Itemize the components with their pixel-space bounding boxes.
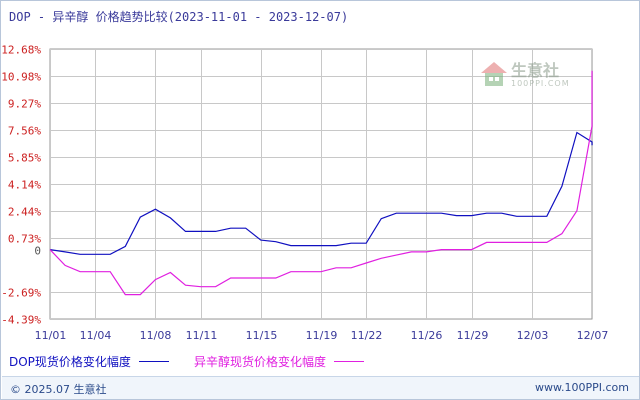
y-tick-label: 2.44% (8, 206, 41, 219)
legend-item-dop: DOP现货价格变化幅度 (9, 353, 169, 370)
watermark: 生意社 100PPI.COM (479, 57, 579, 97)
y-tick-label: 12.68% (1, 44, 41, 57)
chart-title: DOP - 异辛醇 价格趋势比较(2023-11-01 - 2023-12-07… (9, 10, 349, 24)
footer: © 2025.07 生意社 www.100PPI.com (2, 376, 639, 399)
y-tick-label: 10.98% (1, 71, 41, 84)
x-tick-label: 11/26 (411, 329, 443, 342)
y-tick-label: -2.69% (1, 287, 41, 300)
x-tick-label: 11/01 (35, 329, 67, 342)
x-tick-label: 12/03 (517, 329, 549, 342)
copyright-text: © 2025.07 生意社 (10, 383, 107, 396)
legend-label-dop: DOP现货价格变化幅度 (9, 355, 131, 369)
x-tick-label: 11/22 (351, 329, 383, 342)
x-tick-label: 11/29 (457, 329, 489, 342)
y-tick-label: 9.27% (8, 98, 41, 111)
x-tick-label: 12/07 (577, 329, 609, 342)
y-tick-label: -4.39% (1, 314, 41, 327)
y-tick-label: 5.85% (8, 152, 41, 165)
legend-line-octanol (334, 361, 365, 362)
house-logo-icon (481, 62, 507, 86)
site-link[interactable]: www.100PPI.com (535, 381, 629, 394)
series-line-dop (49, 131, 593, 255)
x-tick-label: 11/11 (186, 329, 218, 342)
y-tick-label: 0.73% (8, 233, 41, 246)
x-tick-label: 11/15 (246, 329, 278, 342)
x-tick-label: 11/04 (80, 329, 112, 342)
legend-label-octanol: 异辛醇现货价格变化幅度 (194, 355, 327, 369)
y-tick-label: 7.56% (8, 125, 41, 138)
series-line-octanol (49, 70, 593, 296)
x-tick-label: 11/08 (140, 329, 172, 342)
legend-line-dop (138, 361, 169, 362)
x-tick-label: 11/19 (306, 329, 338, 342)
y-tick-label: 0 (34, 245, 41, 258)
watermark-text: 生意社 (511, 61, 560, 80)
watermark-subtext: 100PPI.COM (511, 79, 570, 88)
legend-item-octanol: 异辛醇现货价格变化幅度 (194, 353, 365, 370)
y-tick-label: 4.14% (8, 179, 41, 192)
